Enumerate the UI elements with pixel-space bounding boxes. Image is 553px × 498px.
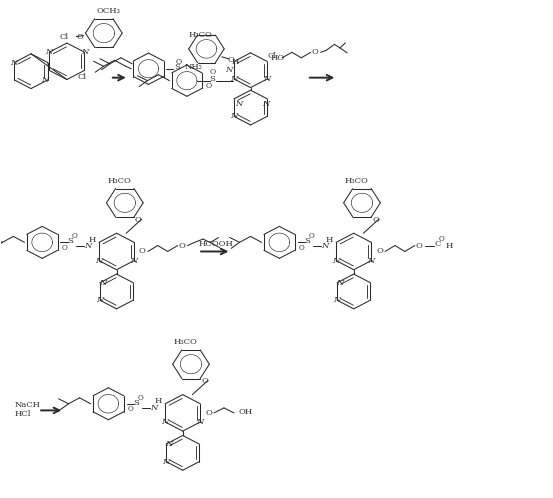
Text: C: C [434, 240, 441, 248]
Text: N: N [165, 440, 173, 448]
Text: O: O [138, 394, 143, 402]
Text: N: N [41, 76, 49, 84]
Text: HCOOH: HCOOH [199, 240, 233, 248]
Text: O: O [416, 242, 422, 249]
Text: N: N [197, 418, 204, 426]
Text: O: O [139, 248, 146, 255]
Text: O: O [299, 244, 304, 252]
Text: NH₂: NH₂ [184, 63, 202, 71]
Text: H: H [326, 236, 333, 244]
Text: Cl: Cl [267, 52, 276, 60]
Text: S: S [133, 399, 139, 407]
Text: N: N [230, 75, 238, 83]
Text: HO: HO [271, 54, 285, 62]
Text: O: O [179, 242, 185, 249]
Text: N: N [84, 243, 92, 250]
Text: S: S [174, 63, 180, 71]
Text: N: N [96, 296, 103, 304]
Text: N: N [332, 256, 340, 264]
Text: O: O [205, 409, 212, 417]
Text: N: N [161, 418, 169, 426]
Text: O: O [176, 58, 182, 66]
Text: O: O [228, 56, 234, 64]
Text: H₃CO: H₃CO [174, 338, 197, 346]
Text: HCl: HCl [14, 410, 31, 418]
Text: O: O [128, 405, 133, 413]
Text: NaCH: NaCH [14, 401, 40, 409]
Text: O: O [210, 68, 216, 76]
Text: H₃CO: H₃CO [107, 177, 131, 185]
Text: H₃CO: H₃CO [345, 177, 368, 185]
Text: N: N [11, 59, 18, 67]
Text: N: N [131, 256, 138, 264]
Text: N: N [262, 100, 270, 108]
Text: O: O [201, 377, 208, 385]
Text: N: N [264, 75, 271, 83]
Text: O: O [135, 216, 142, 224]
Text: O: O [206, 82, 212, 90]
Text: O: O [439, 235, 445, 243]
Text: N: N [236, 100, 243, 108]
Text: N: N [81, 48, 88, 56]
Text: O: O [76, 32, 83, 40]
Text: H: H [155, 397, 162, 405]
Text: OCH₃: OCH₃ [96, 6, 120, 14]
Text: O: O [71, 233, 77, 241]
Text: N: N [368, 256, 375, 264]
Text: N: N [100, 279, 107, 287]
Text: Cl: Cl [78, 73, 87, 81]
Text: O: O [312, 48, 319, 56]
Text: O: O [376, 248, 383, 255]
Text: H₃CO: H₃CO [189, 31, 213, 39]
Text: N: N [150, 404, 158, 412]
Text: N: N [333, 296, 341, 304]
Text: N: N [95, 256, 103, 264]
Text: H: H [446, 242, 453, 249]
Text: H: H [232, 58, 239, 66]
Text: H: H [88, 236, 96, 244]
Text: S: S [304, 238, 310, 246]
Text: S: S [67, 238, 72, 246]
Text: N: N [46, 48, 53, 56]
Text: N: N [230, 112, 238, 121]
Text: O: O [61, 244, 67, 252]
Text: N: N [163, 458, 170, 466]
Text: OH: OH [238, 408, 253, 416]
Text: N: N [337, 279, 344, 287]
Text: N: N [226, 66, 233, 74]
Text: S: S [209, 75, 215, 83]
Text: Cl: Cl [60, 32, 69, 40]
Text: O: O [372, 216, 379, 224]
Text: O: O [309, 233, 314, 241]
Text: N: N [321, 243, 329, 250]
